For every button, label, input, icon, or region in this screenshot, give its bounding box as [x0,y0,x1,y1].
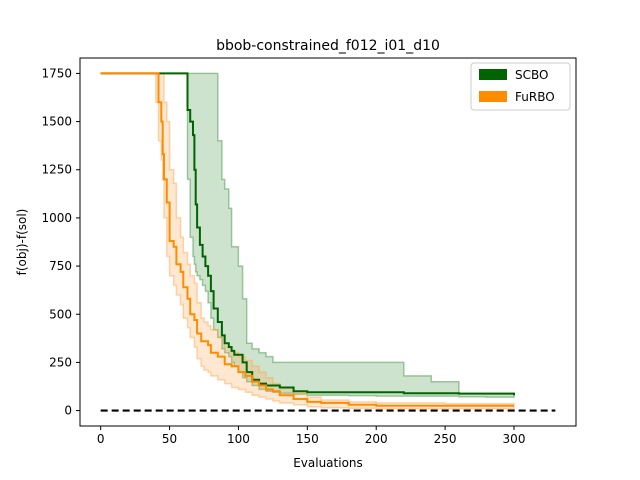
line-furbo [100,72,514,407]
plot-area [100,72,556,412]
legend-swatch-furbo [479,91,507,102]
legend-label-scbo: SCBO [515,68,548,82]
x-tick-label: 150 [296,432,319,446]
x-axis-label: Evaluations [293,456,363,470]
y-tick-label: 750 [49,259,72,273]
y-tick-label: 500 [49,307,72,321]
x-tick-label: 200 [365,432,388,446]
y-tick-label: 0 [64,404,72,418]
x-tick-label: 50 [162,432,177,446]
axes-frame [79,57,577,427]
x-axis-ticks: 0 50 100 150 200 250 300 [97,426,526,446]
x-tick-label: 100 [227,432,250,446]
y-tick-label: 250 [49,355,72,369]
legend-swatch-scbo [479,69,507,80]
legend-label-furbo: FuRBO [515,90,555,104]
y-tick-label: 1500 [41,115,72,129]
band-scbo [100,72,515,399]
line-scbo [100,72,515,396]
x-tick-label: 250 [434,432,457,446]
y-tick-label: 1750 [41,66,72,80]
x-tick-label: 0 [97,432,105,446]
y-axis-label: f(obj)-f(sol) [15,209,29,276]
x-tick-label: 300 [503,432,526,446]
band-furbo [100,72,515,410]
legend: SCBO FuRBO [470,62,571,111]
y-axis-ticks: 0 250 500 750 1000 1250 1500 1750 [41,66,80,418]
chart-title: bbob-constrained_f012_i01_d10 [216,38,440,54]
y-tick-label: 1000 [41,211,72,225]
y-tick-label: 1250 [41,163,72,177]
